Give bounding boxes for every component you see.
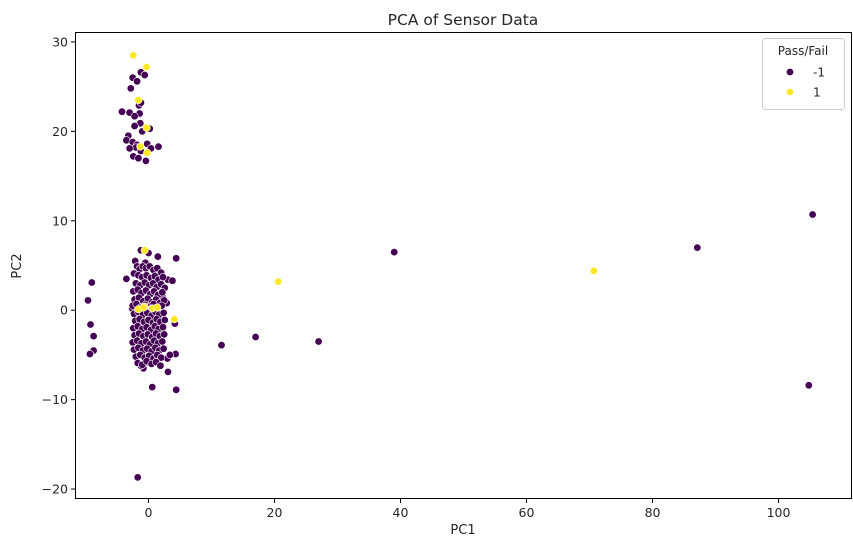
data-point [140,71,149,80]
plot-area [75,32,852,499]
data-point [172,254,181,263]
data-point [153,303,162,312]
data-point [154,142,163,151]
data-point [159,273,168,282]
data-point [153,252,162,261]
y-tick-label: 20 [52,124,68,139]
x-axis: 0 20 40 60 80 100 [144,498,791,520]
data-point [133,473,142,482]
data-point [134,154,143,163]
data-point [126,84,135,93]
data-point [85,349,94,358]
data-point [159,323,168,332]
y-tick-label: 10 [52,213,68,228]
data-point [87,278,96,287]
x-tick-label: 60 [519,505,535,520]
x-tick-label: 0 [144,505,152,520]
data-point [251,332,260,341]
points-layer [84,51,817,482]
data-point [156,361,165,370]
y-tick-label: 30 [52,34,68,49]
x-tick-label: 100 [767,505,791,520]
data-point [142,62,151,71]
data-point [129,51,138,60]
legend: Pass/Fail -11 [762,38,845,110]
series-1-points [129,51,598,324]
data-point [84,296,93,305]
y-tick-label: −10 [42,392,68,407]
legend-box [762,38,845,110]
data-point [134,96,143,105]
data-point [168,276,177,285]
data-point [133,77,142,86]
data-point [160,330,169,339]
data-point [159,344,168,353]
y-axis: −20 −10 0 10 20 30 [42,34,76,497]
legend-label: 1 [813,86,821,100]
data-point [160,315,169,324]
data-point [170,315,179,324]
data-point [158,337,167,346]
data-point [589,266,598,275]
data-point [86,320,95,329]
plot-frame [75,32,852,499]
legend-entries: -11 [785,66,825,100]
data-point [274,277,283,286]
legend-label: -1 [813,66,825,80]
x-tick-label: 20 [267,505,283,520]
data-point [139,303,148,312]
legend-marker [785,68,794,77]
data-point [164,367,173,376]
x-axis-label: PC1 [450,523,475,538]
series--1-points [84,68,817,482]
data-point [158,288,167,297]
data-point [136,142,145,151]
data-point [141,156,150,165]
data-point [165,350,174,359]
data-point [148,383,157,392]
legend-title: Pass/Fail [778,44,828,58]
data-point [390,248,399,257]
data-point [125,144,134,153]
data-point [172,385,181,394]
x-tick-label: 80 [645,505,661,520]
data-point [314,337,323,346]
data-point [140,246,149,255]
data-point [142,123,151,132]
x-tick-label: 40 [393,505,409,520]
data-point [157,353,166,362]
data-point [89,332,98,341]
legend-marker [785,88,794,97]
y-tick-label: −20 [42,482,68,497]
data-point [804,381,813,390]
data-point [808,210,817,219]
data-point [143,148,152,157]
data-point [130,112,139,121]
data-point [159,308,168,317]
data-point [693,243,702,252]
chart-title: PCA of Sensor Data [388,11,539,29]
y-tick-label: 0 [60,303,68,318]
data-point [122,274,131,283]
data-point [217,341,226,350]
data-point [130,122,139,131]
y-axis-label: PC2 [10,253,25,278]
data-point [118,107,127,116]
